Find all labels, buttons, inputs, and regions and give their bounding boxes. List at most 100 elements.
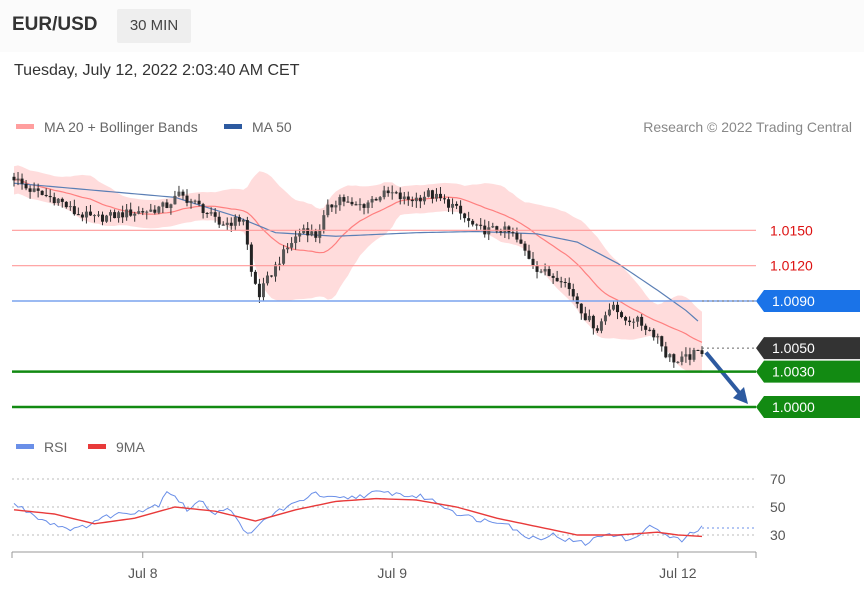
candle-body	[161, 202, 165, 207]
ma20-legend-swatch	[16, 124, 34, 129]
candle	[149, 203, 153, 213]
candle	[241, 218, 245, 226]
candle	[620, 310, 624, 319]
candle-body	[672, 354, 676, 363]
candle-body	[451, 203, 455, 208]
candle-body	[217, 216, 221, 225]
candle-body	[346, 201, 350, 203]
candle	[68, 201, 72, 211]
candle-body	[205, 213, 209, 215]
candle-body	[692, 349, 696, 360]
candle	[628, 316, 632, 326]
candle-body	[12, 176, 16, 181]
candle	[692, 347, 696, 362]
level-tag-label-1.0090: 1.0090	[772, 293, 815, 309]
candle	[652, 328, 656, 341]
candle-body	[197, 200, 201, 205]
candle	[141, 207, 145, 216]
candle-body	[157, 206, 161, 213]
candle	[282, 245, 286, 266]
candle-body	[68, 206, 72, 208]
candle-body	[44, 194, 48, 196]
candle	[447, 196, 451, 212]
candle	[443, 194, 447, 204]
candle-body	[286, 247, 290, 250]
candle	[491, 222, 495, 229]
candle-body	[656, 336, 660, 338]
level-tag-1.0050	[756, 337, 860, 360]
candle	[145, 210, 149, 220]
ma50-legend-label: MA 50	[252, 119, 292, 135]
candle-body	[105, 215, 109, 222]
candle	[402, 191, 406, 205]
candle	[390, 185, 394, 200]
level-tag-label-1.0030: 1.0030	[772, 364, 815, 380]
candle-body	[567, 282, 571, 290]
candle	[422, 191, 426, 205]
candle	[338, 194, 342, 211]
candle-body	[438, 193, 442, 199]
candle-body	[181, 191, 185, 196]
candle-body	[233, 217, 237, 226]
candle-body	[261, 283, 265, 298]
candle	[394, 190, 398, 195]
candle	[286, 243, 290, 254]
candle-body	[434, 193, 438, 199]
ma50-legend-swatch	[224, 124, 242, 129]
candle	[245, 216, 249, 250]
candle	[197, 193, 201, 207]
candle	[475, 223, 479, 230]
candle	[265, 271, 269, 286]
candle-body	[652, 329, 656, 338]
rsi-tick-label-70: 70	[770, 471, 786, 487]
candle-body	[499, 231, 503, 233]
candle-body	[282, 249, 286, 264]
candle-body	[700, 350, 704, 354]
research-credit: Research © 2022 Trading Central	[643, 119, 852, 135]
candle-body	[165, 202, 169, 208]
candle-body	[314, 231, 318, 238]
candle-body	[117, 212, 121, 219]
candle-body	[571, 289, 575, 297]
candle	[434, 188, 438, 202]
candle	[656, 333, 660, 344]
candle	[56, 198, 60, 206]
candle-body	[354, 204, 358, 206]
candle	[467, 211, 471, 228]
candle-body	[370, 198, 374, 203]
candle	[133, 211, 137, 222]
candle-body	[591, 315, 595, 329]
candle-body	[153, 209, 157, 213]
candle	[676, 361, 680, 364]
candle-body	[455, 203, 459, 206]
candle	[16, 172, 20, 186]
candle-body	[426, 190, 430, 197]
candle-body	[676, 361, 680, 363]
candle-body	[221, 224, 225, 226]
candle-body	[599, 321, 603, 331]
candle-body	[459, 205, 463, 214]
candle-body	[137, 211, 141, 214]
candle-body	[64, 201, 68, 208]
candle	[535, 261, 539, 279]
candle	[555, 270, 559, 282]
candle-body	[40, 190, 44, 195]
candle	[451, 198, 455, 215]
candle-body	[229, 222, 233, 226]
level-tag-1.0090	[756, 290, 860, 312]
candle-body	[257, 283, 261, 298]
candle-body	[410, 199, 414, 202]
candle-body	[479, 224, 483, 226]
candle-body	[36, 188, 40, 191]
candle-body	[48, 195, 52, 198]
candle-body	[241, 220, 245, 222]
candle	[607, 303, 611, 317]
candle-body	[269, 275, 273, 277]
candle-body	[386, 190, 390, 194]
candle	[113, 209, 117, 219]
candle	[346, 196, 350, 203]
candle	[511, 227, 515, 237]
candle	[193, 199, 197, 205]
interval-button[interactable]: 30 MIN	[117, 9, 191, 43]
candle-body	[471, 220, 475, 225]
